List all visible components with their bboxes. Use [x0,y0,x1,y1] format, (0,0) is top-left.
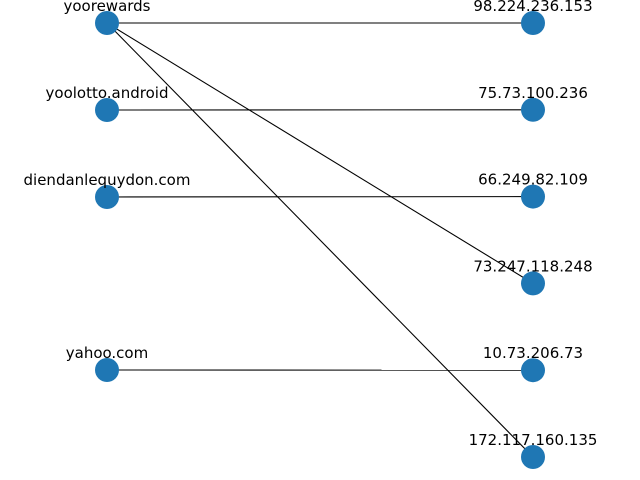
node-yoolotto-android [95,98,119,122]
node-label-66-249-82-109: 66.249.82.109 [478,171,588,189]
node-label-yahoo-com: yahoo.com [66,344,148,362]
edges-layer [106,22,534,458]
node-label-yoorewards: yoorewards [64,0,151,15]
node-label-98-224-236-153: 98.224.236.153 [473,0,592,15]
labels-layer: yoorewards yoolotto.android diendanlequydo… [24,0,598,449]
node-label-172-117-160-135: 172.117.160.135 [469,431,598,449]
node-yoorewards [95,11,119,35]
node-73-247-118-248 [521,271,545,296]
node-label-diendanlequydon-com: diendanlequydon.com [24,171,191,189]
nodes-layer [95,11,545,469]
node-label-73-247-118-248: 73.247.118.248 [473,257,592,275]
node-172-117-160-135 [521,445,545,469]
edge-yoorewards-to-172-117-160-135 [106,22,534,458]
node-label-yoolotto-android: yoolotto.android [46,84,169,102]
node-10-73-206-73 [521,358,545,383]
node-66-249-82-109 [521,184,545,209]
node-yahoo-com [95,358,119,382]
node-75-73-100-236 [521,97,545,122]
node-diendanlequydon-com [95,185,119,209]
edge-yoorewards-to-73-247-118-248 [106,22,534,284]
node-label-10-73-206-73: 10.73.206.73 [483,344,583,362]
node-label-75-73-100-236: 75.73.100.236 [478,84,588,102]
node-98-224-236-153 [521,11,545,35]
